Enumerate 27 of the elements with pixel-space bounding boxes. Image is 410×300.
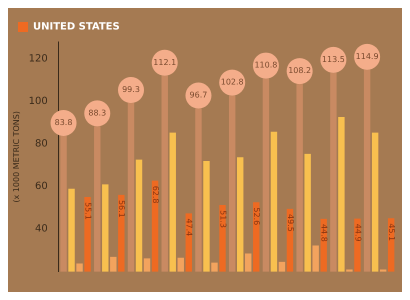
data-label: 56.1 xyxy=(117,200,126,218)
data-label: 52.6 xyxy=(252,207,262,226)
y-tick-label: 60 xyxy=(34,181,48,192)
y-tick-label: 80 xyxy=(34,138,48,150)
data-label: 112.1 xyxy=(153,58,176,67)
data-label: 47.4 xyxy=(184,218,194,236)
data-label: 108.2 xyxy=(288,66,312,76)
data-label: 55.1 xyxy=(83,202,92,220)
data-label: 51.3 xyxy=(218,210,228,228)
y-tick-label: 120 xyxy=(28,54,48,65)
data-label: 102.8 xyxy=(220,78,244,87)
data-label: 44.9 xyxy=(353,224,362,242)
data-label: 113.5 xyxy=(322,54,345,64)
data-label: 49.5 xyxy=(286,214,295,232)
legend-label: UNITED STATES xyxy=(33,22,120,33)
data-label: 44.8 xyxy=(320,224,329,242)
data-label: 45.1 xyxy=(387,223,396,242)
data-label: 83.8 xyxy=(54,118,72,128)
data-label: 62.8 xyxy=(150,186,160,204)
data-label: 96.7 xyxy=(190,90,208,100)
data-label: 114.9 xyxy=(356,52,379,61)
y-axis-title: (x 1000 METRIC TONS) xyxy=(12,111,21,203)
data-label: 99.3 xyxy=(122,85,140,94)
y-tick-label: 100 xyxy=(28,96,48,108)
data-label: 110.8 xyxy=(254,60,278,70)
y-tick-label: 40 xyxy=(34,224,48,235)
data-label: 88.3 xyxy=(88,108,106,118)
